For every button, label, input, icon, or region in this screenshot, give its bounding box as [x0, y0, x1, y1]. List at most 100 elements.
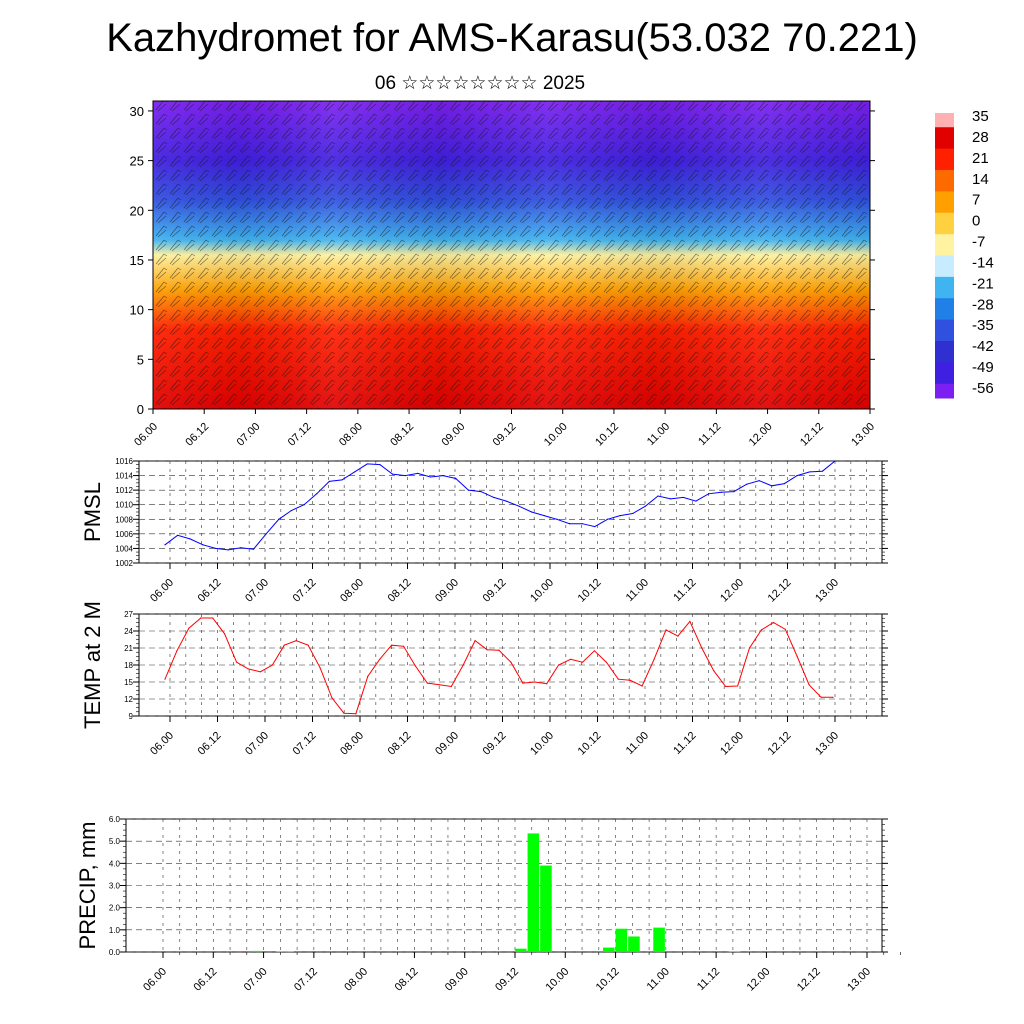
data-point: [367, 675, 369, 677]
precip-bar: [276, 951, 288, 952]
colorbar-segment: [935, 319, 954, 328]
x-tick-label: 12.12: [766, 730, 794, 758]
data-point: [331, 697, 333, 699]
data-point: [366, 463, 368, 465]
temperature-panel: 27 24 21 18 15 12 9 06.00 06.12 07.00 07.12 08.00 08…: [80, 601, 888, 758]
data-point: [278, 518, 280, 520]
y-tick-label: 10: [130, 303, 144, 318]
data-point: [677, 635, 679, 637]
colorbar-segment: [935, 333, 954, 342]
colorbar-label: 21: [972, 150, 989, 167]
x-tick-label: 10.12: [576, 577, 604, 605]
data-point: [391, 473, 394, 475]
y-axis-label: PRECIP, mm: [75, 822, 100, 950]
chart-title: Kazhydromet for AMS-Karasu(53.032 70.221…: [106, 16, 918, 60]
precip-bar: [527, 833, 540, 952]
x-tick-label: 12.12: [798, 421, 826, 449]
x-tick-label: 07.00: [235, 421, 263, 449]
colorbar-label: -21: [972, 275, 994, 292]
data-point: [725, 685, 727, 688]
data-point: [271, 664, 273, 666]
data-point: [341, 479, 343, 481]
x-tick-label: 07.00: [243, 577, 271, 605]
x-tick-label: 12.12: [795, 966, 823, 994]
x-tick-label: 07.00: [242, 966, 270, 994]
data-point: [426, 682, 429, 684]
x-tick-label: 11.00: [624, 577, 651, 604]
x-tick-label: 13.00: [813, 577, 841, 605]
x-tick-label: 10.12: [576, 730, 604, 758]
data-point: [534, 681, 536, 683]
data-point: [176, 650, 178, 652]
data-point: [783, 482, 786, 485]
data-point: [518, 505, 520, 507]
data-point: [593, 650, 596, 652]
data-point: [758, 480, 760, 482]
x-tick-label: 10.00: [543, 966, 571, 994]
y-tick-label: 3.0: [109, 882, 121, 891]
x-tick-label: 08.12: [386, 730, 414, 758]
x-tick-label: 06.00: [148, 730, 176, 758]
data-point: [657, 495, 659, 497]
data-point: [202, 544, 204, 546]
data-point: [821, 470, 823, 472]
data-line: [164, 460, 836, 551]
precip-bar: [653, 927, 665, 952]
y-tick-label: 1012: [115, 486, 133, 495]
y-tick-label: 30: [130, 104, 144, 119]
data-point: [665, 629, 667, 631]
data-point: [164, 544, 166, 546]
data-point: [736, 685, 739, 687]
y-tick-label: 0: [137, 402, 144, 417]
precip-bar: [251, 950, 263, 952]
y-tick-label: 2.0: [109, 904, 121, 913]
data-point: [188, 627, 190, 629]
colorbar-segment: [935, 262, 954, 271]
data-point: [259, 671, 262, 673]
colorbar-label: 35: [972, 108, 989, 125]
x-tick-label: 07.00: [243, 730, 271, 758]
y-tick-label: 1.0: [109, 926, 121, 935]
data-point: [713, 670, 715, 672]
data-point: [808, 684, 810, 686]
data-point: [745, 483, 748, 485]
colorbar-segment: [935, 198, 954, 207]
data-point: [189, 538, 191, 540]
data-point: [343, 712, 345, 714]
x-tick-label: 09.00: [433, 577, 461, 605]
data-point: [581, 661, 584, 663]
x-tick-label: 09.00: [439, 421, 467, 449]
data-point: [212, 617, 214, 619]
colorbar-segment: [935, 348, 954, 356]
data-point: [796, 655, 798, 658]
colorbar-segment: [935, 305, 954, 313]
y-tick-label: 12: [124, 695, 133, 704]
data-point: [733, 491, 735, 493]
x-tick-label: 08.00: [337, 421, 365, 449]
x-tick-label: 08.00: [338, 730, 366, 758]
colorbar-segment: [935, 291, 954, 299]
x-tick-label: 07.12: [291, 577, 319, 605]
x-tick-label: 09.12: [491, 421, 519, 449]
data-point: [379, 658, 381, 660]
data-point: [442, 474, 444, 477]
y-tick-label: 1014: [115, 472, 133, 481]
y-tick-label: 6.0: [109, 815, 121, 824]
data-point: [164, 678, 166, 680]
data-point: [404, 474, 406, 477]
x-tick-label: 09.12: [493, 966, 521, 994]
data-point: [177, 534, 179, 536]
colorbar-segment: [935, 219, 954, 228]
precip-bar: [728, 951, 741, 952]
y-tick-label: 1008: [115, 515, 133, 524]
data-point: [546, 683, 548, 685]
x-tick-label: 06.12: [191, 966, 219, 994]
x-tick-label: 06.00: [148, 577, 176, 605]
x-tick-label: 07.12: [292, 966, 320, 994]
data-point: [606, 518, 609, 520]
data-point: [474, 640, 476, 642]
data-point: [498, 649, 500, 651]
y-tick-label: 15: [130, 253, 144, 268]
precip-bar: [282, 951, 294, 952]
x-tick-label: 11.00: [645, 421, 672, 448]
